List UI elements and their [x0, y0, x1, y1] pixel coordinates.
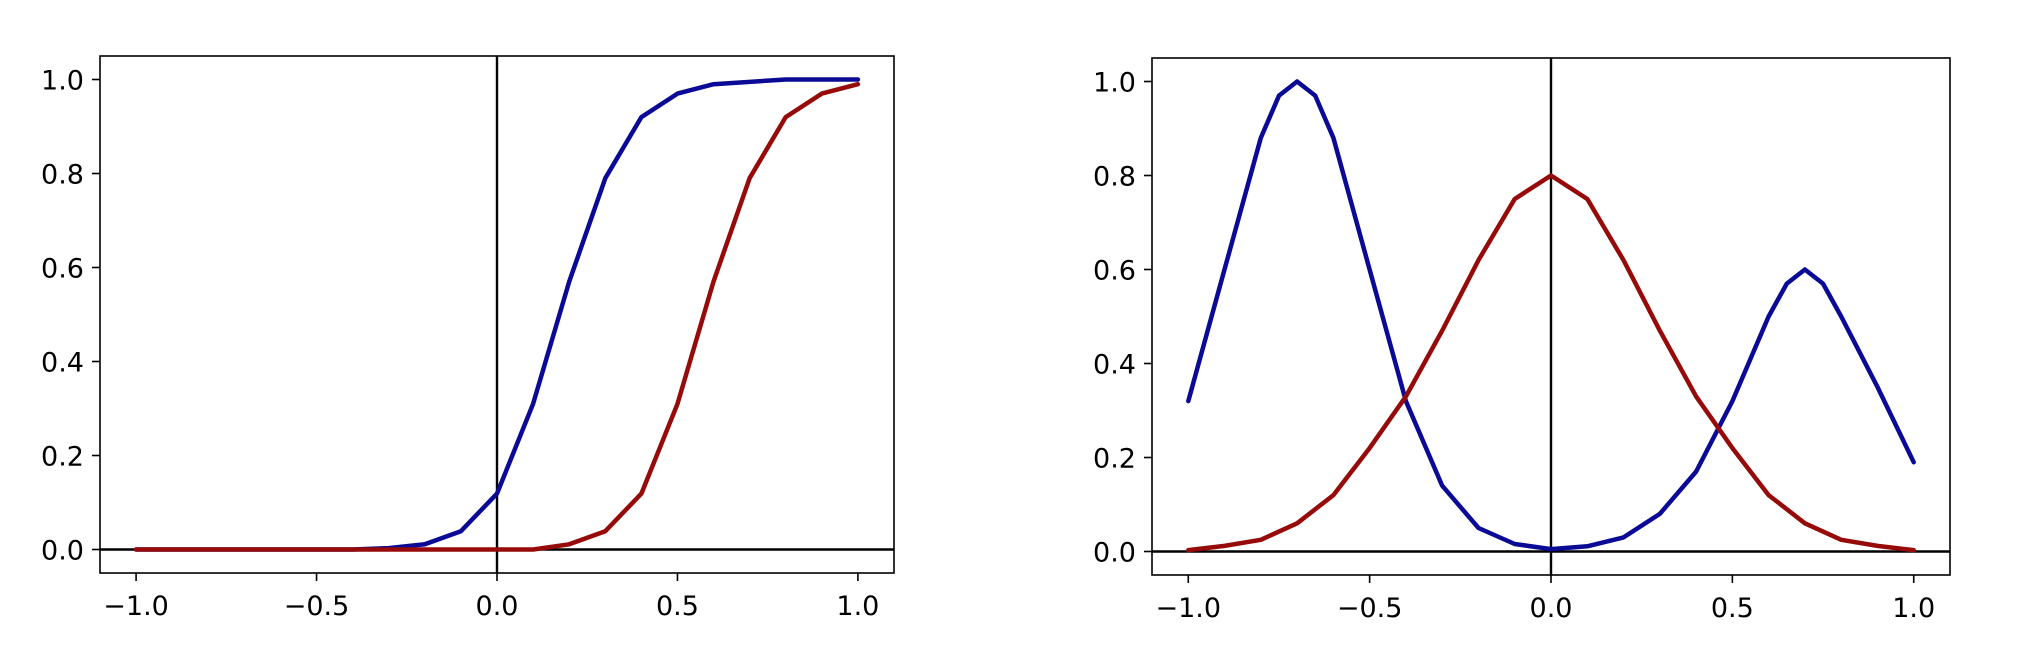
- x-tick-label: 0.0: [1530, 593, 1573, 624]
- y-tick-label: 0.6: [1093, 256, 1136, 287]
- x-tick-label: 1.0: [1892, 593, 1935, 624]
- x-tick-label: 0.0: [476, 591, 519, 622]
- x-tick-label: −0.5: [1337, 593, 1403, 624]
- x-tick-label: −1.0: [103, 591, 169, 622]
- series-line-2: [1186, 173, 1916, 553]
- y-tick-label: 0.2: [41, 442, 84, 473]
- y-tick-label: 0.0: [41, 536, 84, 567]
- chart-1: −1.0 −0.5 0.0 0.5 1.0 0.0 0.2 0.4 0.6 0.8 1.0: [41, 55, 895, 622]
- y-tick-label: 0.6: [41, 254, 84, 285]
- y-tick-label: 0.8: [41, 160, 84, 191]
- series-line-1: [1186, 79, 1916, 552]
- x-tick-label: 1.0: [836, 591, 879, 622]
- y-tick-label: 0.0: [1093, 538, 1136, 569]
- chart-2: −1.0 −0.5 0.0 0.5 1.0 0.0 0.2 0.4 0.6 0.8 1.0: [1093, 57, 1951, 624]
- x-tick-label: −1.0: [1155, 593, 1221, 624]
- y-tick-label: 0.8: [1093, 162, 1136, 193]
- y-tick-label: 1.0: [1093, 68, 1136, 99]
- y-tick-label: 0.2: [1093, 444, 1136, 475]
- x-tick-label: 0.5: [656, 591, 699, 622]
- x-tick-label: −0.5: [284, 591, 350, 622]
- x-tick-label: 0.5: [1711, 593, 1754, 624]
- y-tick-label: 0.4: [1093, 350, 1136, 381]
- series-line-2: [133, 81, 861, 552]
- y-tick-label: 1.0: [41, 66, 84, 97]
- y-tick-label: 0.4: [41, 348, 84, 379]
